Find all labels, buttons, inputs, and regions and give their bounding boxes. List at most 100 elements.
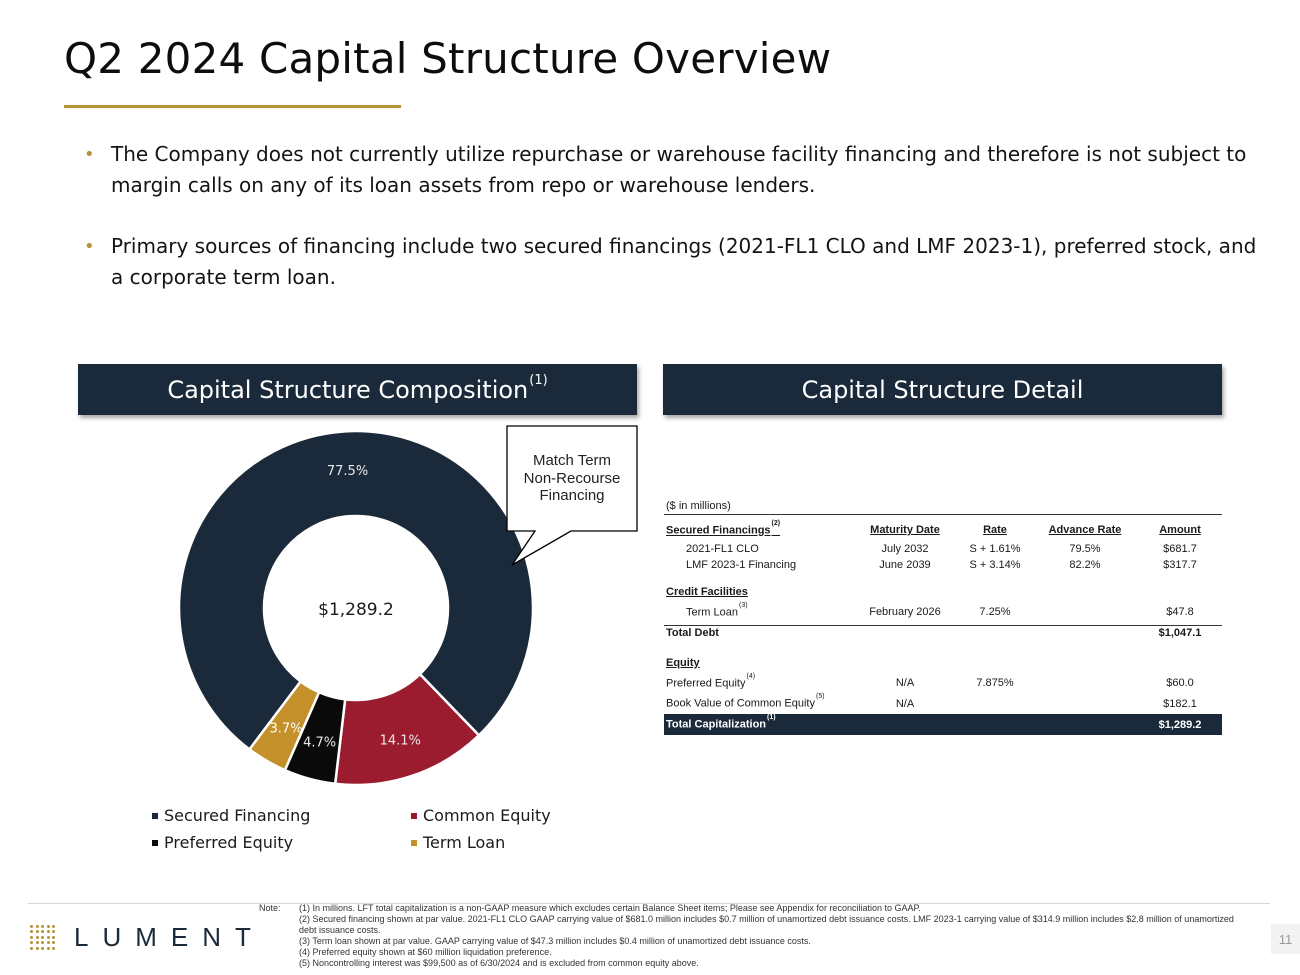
- row-maturity: N/A: [895, 677, 915, 690]
- footnote-ref: (2): [771, 519, 781, 527]
- callout-line: Financing: [539, 487, 605, 504]
- row-label-text: Book Value of Common Equity: [666, 698, 815, 711]
- legend-item-preferred-equity: Preferred Equity: [152, 832, 411, 853]
- notes-body: (1) In millions. LFT total capitalizatio…: [299, 903, 1249, 969]
- callout-line: Non-Recourse: [523, 469, 621, 487]
- column-header-text: Secured Financings: [666, 524, 771, 537]
- total-debt-row: Total Debt $1,047.1: [664, 624, 1222, 641]
- company-logo: LUMENT: [30, 922, 265, 953]
- legend-item-term-loan: Term Loan: [411, 832, 611, 853]
- total-cap-amount: $1,289.2: [1158, 718, 1202, 731]
- section-title-credit: Credit Facilities: [666, 585, 748, 598]
- row-maturity: February 2026: [869, 606, 941, 619]
- detail-header-text: Capital Structure Detail: [801, 375, 1084, 404]
- table-row: Book Value of Common Equity(5) N/A $182.…: [664, 693, 1222, 715]
- row-label-text: Term Loan: [686, 606, 738, 619]
- donut-slice-term-loan: [247, 679, 321, 772]
- legend-swatch: [411, 812, 417, 819]
- bullet-text: The Company does not currently utilize r…: [111, 142, 1247, 197]
- page-title: Q2 2024 Capital Structure Overview: [64, 34, 832, 83]
- donut-slice-secured-financing: [177, 429, 535, 752]
- legend-label: Common Equity: [423, 806, 551, 825]
- footer-divider: [28, 903, 1270, 904]
- footnotes: Note: (1) In millions. LFT total capital…: [259, 903, 1249, 969]
- table-row: 2021-FL1 CLO July 2032 S + 1.61% 79.5% $…: [664, 541, 1222, 557]
- row-label: Book Value of Common Equity(5): [664, 693, 850, 711]
- page-number: 11: [1271, 924, 1300, 954]
- legend-swatch: [411, 839, 417, 846]
- composition-header-footnote: (1): [529, 373, 548, 388]
- footnote-line: (3) Term loan shown at par value. GAAP c…: [299, 936, 811, 946]
- row-label: LMF 2023-1 Financing: [686, 558, 797, 571]
- table-row: LMF 2023-1 Financing June 2039 S + 3.14%…: [664, 557, 1222, 573]
- legend-swatch: [152, 839, 158, 846]
- row-advance-rate: 79.5%: [1069, 542, 1101, 555]
- legend-label: Preferred Equity: [164, 833, 294, 852]
- composition-header-text: Capital Structure Composition: [167, 375, 529, 404]
- legend-label: Term Loan: [423, 833, 506, 852]
- bullet-item: • Primary sources of financing include t…: [84, 231, 1264, 293]
- row-rate: 7.25%: [979, 606, 1011, 619]
- row-rate: S + 3.14%: [969, 558, 1021, 571]
- row-label: Preferred Equity(4): [664, 673, 850, 690]
- bullet-list: • The Company does not currently utilize…: [84, 139, 1264, 323]
- footnote-line: (5) Noncontrolling interest was $99,500 …: [299, 958, 699, 968]
- table-row: Term Loan(3) February 2026 7.25% $47.8: [664, 602, 1222, 623]
- column-header-amount: Amount: [1159, 524, 1201, 537]
- legend-swatch: [152, 812, 158, 819]
- callout-line: Match Term: [532, 452, 612, 469]
- footnote-ref: (1): [767, 714, 776, 722]
- row-rate: S + 1.61%: [969, 542, 1021, 555]
- callout-text: Match Term Non-Recourse Financing: [509, 452, 635, 505]
- footnote-line: (1) In millions. LFT total capitalizatio…: [299, 903, 921, 913]
- section-title-equity: Equity: [666, 656, 700, 669]
- total-cap-label: Total Capitalization(1): [664, 714, 850, 731]
- table-header-row: Secured Financings(2) Maturity Date Rate…: [664, 520, 1222, 541]
- unit-note: ($ in millions): [664, 498, 1222, 515]
- row-amount: $60.0: [1166, 677, 1194, 690]
- logo-mark-icon: [30, 924, 56, 951]
- legend-item-secured-financing: Secured Financing: [152, 805, 411, 826]
- notes-label: Note:: [259, 903, 281, 913]
- row-amount: $681.7: [1163, 542, 1197, 555]
- total-debt-label: Total Debt: [666, 627, 719, 639]
- legend-item-common-equity: Common Equity: [411, 805, 611, 826]
- bullet-icon: •: [84, 144, 95, 165]
- column-header-advance-rate: Advance Rate: [1048, 524, 1122, 537]
- total-cap-label-text: Total Capitalization: [666, 718, 767, 731]
- row-amount: $182.1: [1163, 697, 1197, 710]
- section-title-row: Credit Facilities: [664, 582, 1222, 603]
- footnote-line: (4) Preferred equity shown at $60 millio…: [299, 947, 552, 957]
- column-header-rate: Rate: [983, 524, 1007, 537]
- row-rate: 7.875%: [976, 677, 1014, 690]
- footnote-line: (2) Secured financing shown at par value…: [299, 914, 1234, 935]
- bullet-text: Primary sources of financing include two…: [111, 234, 1257, 289]
- total-capitalization-row: Total Capitalization(1) $1,289.2: [664, 714, 1222, 735]
- row-label: 2021-FL1 CLO: [686, 542, 759, 555]
- row-amount: $317.7: [1163, 558, 1197, 571]
- section-title-row: Equity: [664, 653, 1222, 674]
- row-maturity: N/A: [895, 697, 915, 710]
- row-maturity: June 2039: [879, 558, 931, 571]
- donut-slices: [177, 429, 535, 787]
- row-advance-rate: 82.2%: [1069, 558, 1101, 571]
- bullet-icon: •: [84, 236, 95, 257]
- logo-wordmark: LUMENT: [74, 922, 265, 952]
- footnote-ref: (5): [815, 693, 825, 701]
- detail-header: Capital Structure Detail: [663, 364, 1222, 415]
- title-underline: [64, 105, 401, 108]
- bullet-item: • The Company does not currently utilize…: [84, 139, 1264, 201]
- row-maturity: July 2032: [881, 542, 929, 555]
- row-amount: $47.8: [1166, 606, 1194, 619]
- table-row: Preferred Equity(4) N/A 7.875% $60.0: [664, 673, 1222, 694]
- legend-label: Secured Financing: [164, 806, 311, 825]
- footnote-ref: (3): [738, 601, 748, 609]
- row-label: Term Loan(3): [664, 602, 850, 619]
- composition-header: Capital Structure Composition (1): [78, 364, 637, 415]
- column-header-secured: Secured Financings(2): [664, 520, 850, 537]
- row-label-text: Preferred Equity: [666, 677, 746, 690]
- chart-legend: Secured Financing Common Equity Preferre…: [152, 805, 632, 853]
- column-header-maturity: Maturity Date: [870, 524, 940, 537]
- capital-structure-table: ($ in millions) Secured Financings(2) Ma…: [664, 498, 1222, 735]
- donut-center-label: $1,289.2: [318, 600, 394, 620]
